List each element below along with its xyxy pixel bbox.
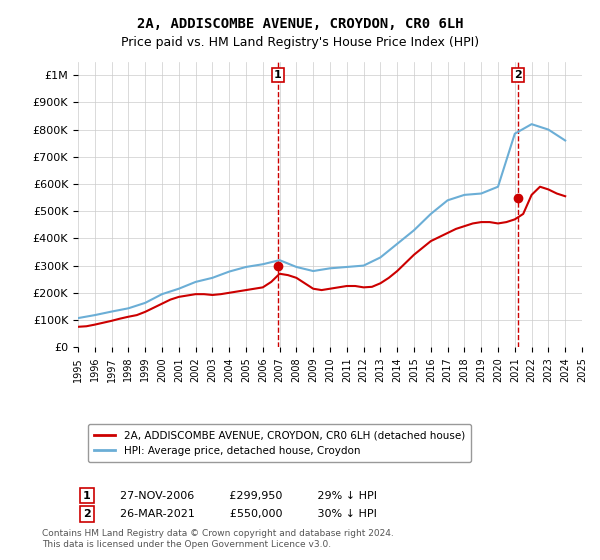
Text: Price paid vs. HM Land Registry's House Price Index (HPI): Price paid vs. HM Land Registry's House … — [121, 36, 479, 49]
Text: 1: 1 — [83, 491, 91, 501]
Text: 2: 2 — [83, 509, 91, 519]
Text: 1: 1 — [274, 70, 282, 80]
Legend: 2A, ADDISCOMBE AVENUE, CROYDON, CR0 6LH (detached house), HPI: Average price, de: 2A, ADDISCOMBE AVENUE, CROYDON, CR0 6LH … — [88, 424, 471, 462]
Text: Contains HM Land Registry data © Crown copyright and database right 2024.
This d: Contains HM Land Registry data © Crown c… — [42, 529, 394, 549]
Text: 2: 2 — [514, 70, 522, 80]
Text: 26-MAR-2021          £550,000          30% ↓ HPI: 26-MAR-2021 £550,000 30% ↓ HPI — [113, 509, 377, 519]
Text: 2A, ADDISCOMBE AVENUE, CROYDON, CR0 6LH: 2A, ADDISCOMBE AVENUE, CROYDON, CR0 6LH — [137, 17, 463, 31]
Text: 27-NOV-2006          £299,950          29% ↓ HPI: 27-NOV-2006 £299,950 29% ↓ HPI — [113, 491, 377, 501]
